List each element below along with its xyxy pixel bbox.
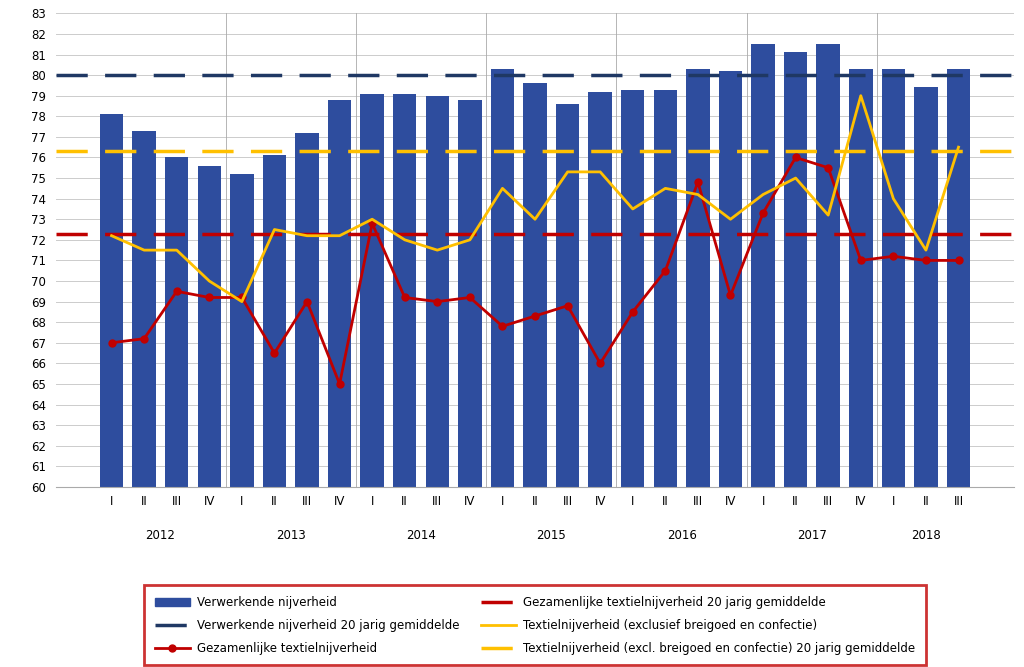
Bar <box>328 100 351 487</box>
Bar <box>752 44 775 487</box>
Bar <box>198 165 221 487</box>
Bar <box>653 89 677 487</box>
Bar <box>719 71 742 487</box>
Bar <box>947 69 970 487</box>
Bar <box>589 91 612 487</box>
Text: 2015: 2015 <box>537 528 566 542</box>
Bar <box>882 69 905 487</box>
Bar <box>914 87 938 487</box>
Bar <box>523 83 547 487</box>
Bar <box>360 93 384 487</box>
Text: 2012: 2012 <box>145 528 175 542</box>
Bar <box>816 44 840 487</box>
Bar <box>165 157 188 487</box>
Bar <box>132 131 156 487</box>
Bar <box>230 174 254 487</box>
Text: 2018: 2018 <box>911 528 941 542</box>
Bar <box>426 95 450 487</box>
Bar <box>263 155 286 487</box>
Bar <box>556 104 580 487</box>
Bar <box>458 100 481 487</box>
Bar <box>621 89 644 487</box>
Bar <box>849 69 872 487</box>
Bar <box>490 69 514 487</box>
Bar <box>295 133 318 487</box>
Text: 2016: 2016 <box>667 528 696 542</box>
Text: 2013: 2013 <box>275 528 305 542</box>
Legend: Verwerkende nijverheid, Verwerkende nijverheid 20 jarig gemiddelde, Gezamenlijke: Verwerkende nijverheid, Verwerkende nijv… <box>144 585 926 666</box>
Bar <box>784 53 807 487</box>
Bar <box>393 93 417 487</box>
Text: 2017: 2017 <box>797 528 826 542</box>
Text: 2014: 2014 <box>407 528 436 542</box>
Bar <box>100 114 123 487</box>
Bar <box>686 69 710 487</box>
